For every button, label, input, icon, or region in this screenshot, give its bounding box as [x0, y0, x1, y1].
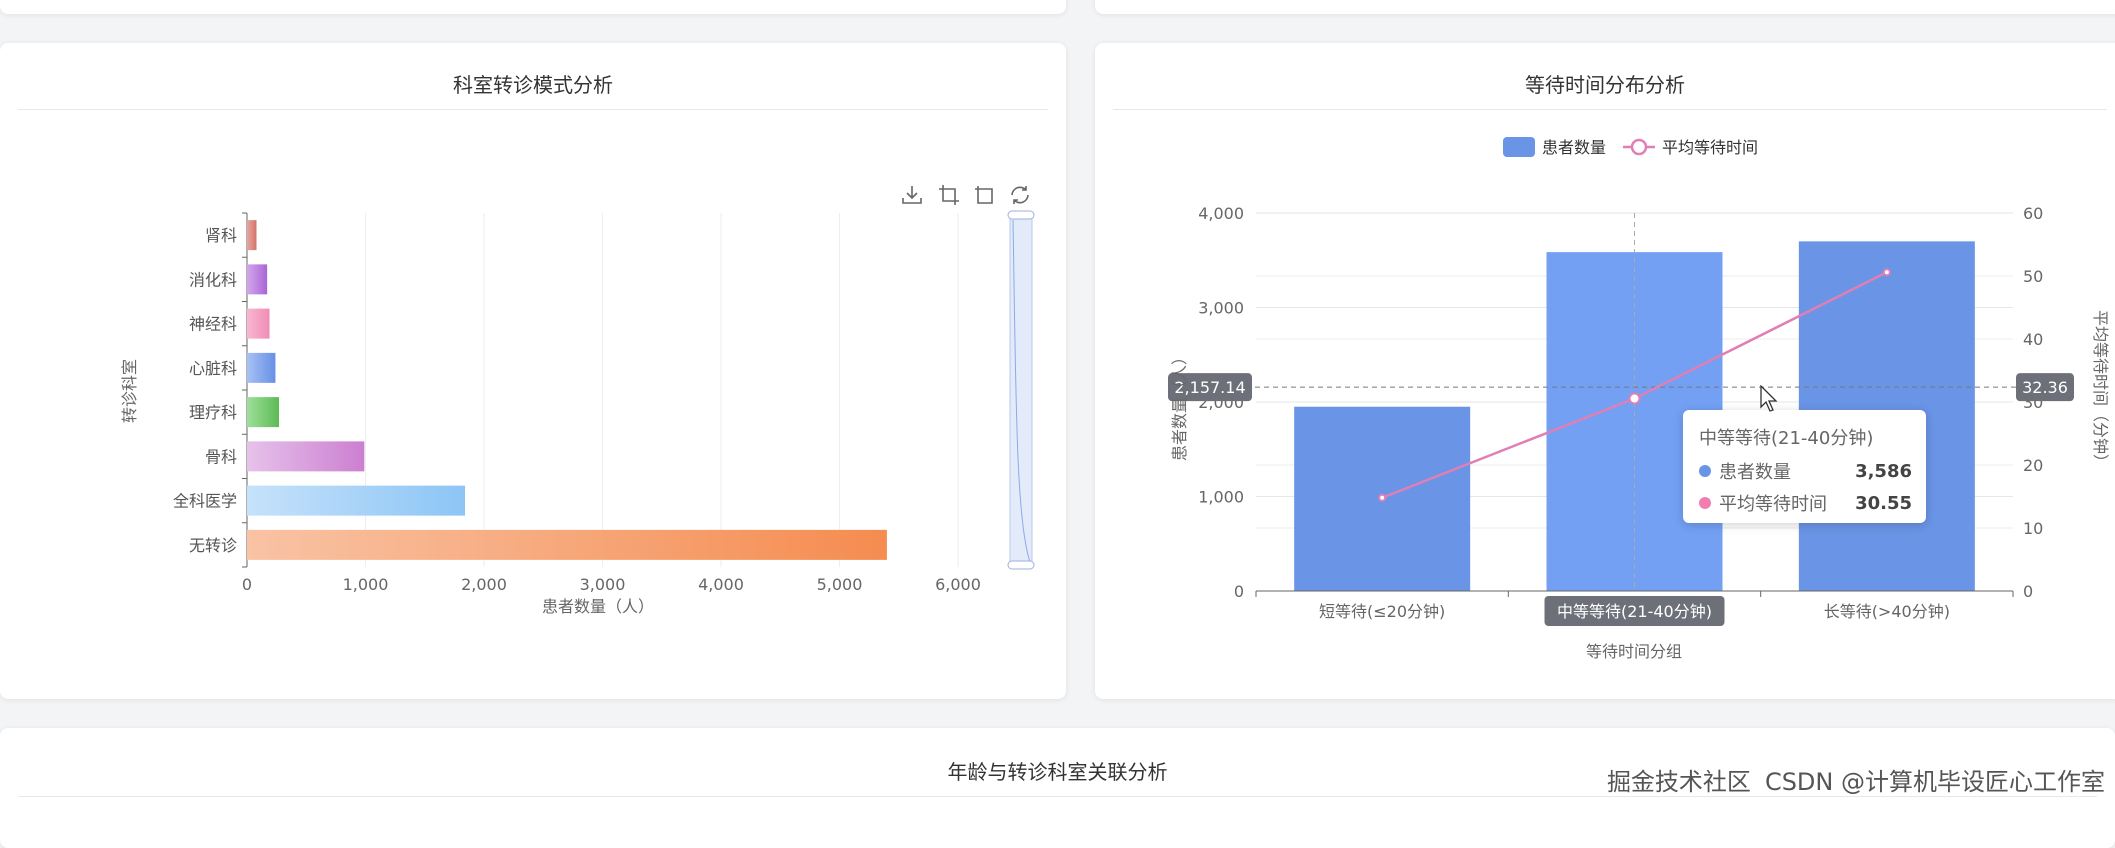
left-y-tick-label: 3,000	[1198, 299, 1244, 318]
x-axis-title: 等待时间分组	[1586, 642, 1682, 661]
x-tick-label: 4,000	[698, 575, 744, 594]
right-y-tick-label: 0	[2023, 582, 2033, 601]
left-y-axis-title: 患者数量（人）	[1170, 349, 1189, 461]
mouse-cursor-icon	[1760, 385, 1778, 412]
axis-pointer-label-right	[2016, 373, 2074, 402]
x-tick-label: 5,000	[817, 575, 863, 594]
x-tick-label: 长等待(>40分钟)	[1824, 602, 1950, 621]
legend-bar-swatch	[1503, 137, 1535, 157]
bar	[247, 441, 365, 472]
bar	[247, 220, 257, 251]
referral-bar-chart: 0 1,000 2,000 3,000 4,000 5,000 6,000 无转诊 全科医学 骨科…	[120, 210, 1035, 616]
legend-line-marker	[1630, 138, 1648, 156]
line-point	[1628, 392, 1641, 405]
refresh-icon[interactable]	[1008, 183, 1032, 207]
zoom-reset-icon[interactable]	[972, 183, 996, 207]
x-tick-label: 0	[242, 575, 252, 594]
top-left-card-edge	[0, 0, 1066, 14]
bar	[247, 529, 887, 560]
zoom-area-icon[interactable]	[937, 183, 961, 207]
x-tick-label: 中等等待(21-40分钟)	[1557, 602, 1712, 621]
y-tick-label: 理疗科	[189, 403, 237, 422]
bar	[247, 397, 279, 428]
x-tick-label: 3,000	[580, 575, 626, 594]
tooltip-series-name: 患者数量	[1719, 462, 1791, 483]
datazoom-handle[interactable]	[1007, 560, 1035, 570]
y-tick-label: 肾科	[205, 226, 237, 245]
axis-pointer-label-left	[1168, 373, 1252, 402]
x-label-highlight	[1544, 596, 1725, 626]
watermark-csdn: CSDN @计算机毕设匠心工作室	[1764, 768, 2105, 796]
top-right-card-edge	[1095, 0, 2115, 14]
tooltip-series-value: 30.55	[1855, 492, 1912, 514]
axis-pointer-label-left-text: 2,157.14	[1174, 378, 1245, 397]
bar	[247, 264, 268, 295]
series-dot	[1699, 497, 1711, 509]
right-y-axis-title: 平均等待时间（分钟）	[2091, 310, 2110, 470]
right-y-tick-label: 20	[2023, 456, 2043, 475]
y-tick-label: 全科医学	[173, 492, 237, 511]
chart-tooltip: 中等等待(21-40分钟) 患者数量 3,586 平均等待时间 30.55	[1683, 410, 1926, 523]
card-title: 等待时间分布分析	[1525, 73, 1685, 97]
y-tick-label: 神经科	[189, 315, 237, 334]
card-title: 科室转诊模式分析	[453, 73, 613, 97]
right-y-tick-label: 10	[2023, 519, 2043, 538]
watermark-juejin: 掘金技术社区	[1606, 768, 1751, 796]
tooltip-series-value: 3,586	[1855, 460, 1912, 482]
divider	[18, 109, 1048, 110]
y-tick-label: 心脏科	[189, 359, 237, 378]
x-tick-label: 短等待(≤20分钟)	[1319, 602, 1445, 621]
left-y-tick-label: 0	[1234, 582, 1244, 601]
y-tick-label: 骨科	[205, 447, 237, 466]
left-y-tick-label: 1,000	[1198, 488, 1244, 507]
x-tick-label: 2,000	[461, 575, 507, 594]
legend-label: 平均等待时间	[1662, 138, 1758, 157]
watermark: 掘金技术社区 CSDN @计算机毕设匠心工作室	[1607, 762, 2105, 797]
divider	[18, 796, 2097, 797]
line-point	[1882, 268, 1891, 277]
bar	[247, 352, 276, 383]
y-tick-label: 无转诊	[189, 536, 237, 555]
bar	[247, 308, 270, 339]
right-y-tick-label: 50	[2023, 267, 2043, 286]
divider	[1113, 109, 2107, 110]
download-icon[interactable]	[900, 183, 924, 207]
x-tick-label: 6,000	[935, 575, 981, 594]
line-point	[1378, 493, 1387, 502]
card-title: 年龄与转诊科室关联分析	[947, 760, 1168, 784]
series-dot	[1699, 465, 1711, 477]
left-y-tick-label: 4,000	[1198, 204, 1244, 223]
datazoom-preview-line	[1012, 219, 1031, 563]
y-tick-label: 消化科	[189, 270, 237, 289]
x-tick-label: 1,000	[343, 575, 389, 594]
tooltip-series-name: 平均等待时间	[1719, 494, 1827, 515]
axis-pointer-label-right-text: 32.36	[2022, 378, 2068, 397]
bar	[247, 485, 466, 516]
y-axis-title: 转诊科室	[120, 359, 139, 423]
right-y-tick-label: 40	[2023, 330, 2043, 349]
legend-label: 患者数量	[1542, 138, 1606, 157]
x-axis-title: 患者数量（人）	[542, 597, 654, 616]
wait-time-chart: 010203040506001,0002,0003,0004,0002,157.…	[1168, 137, 2110, 661]
datazoom-handle[interactable]	[1007, 210, 1035, 220]
right-y-tick-label: 60	[2023, 204, 2043, 223]
referral-pattern-card: 科室转诊模式分析	[0, 43, 1066, 699]
tooltip-title: 中等等待(21-40分钟)	[1699, 428, 1874, 449]
